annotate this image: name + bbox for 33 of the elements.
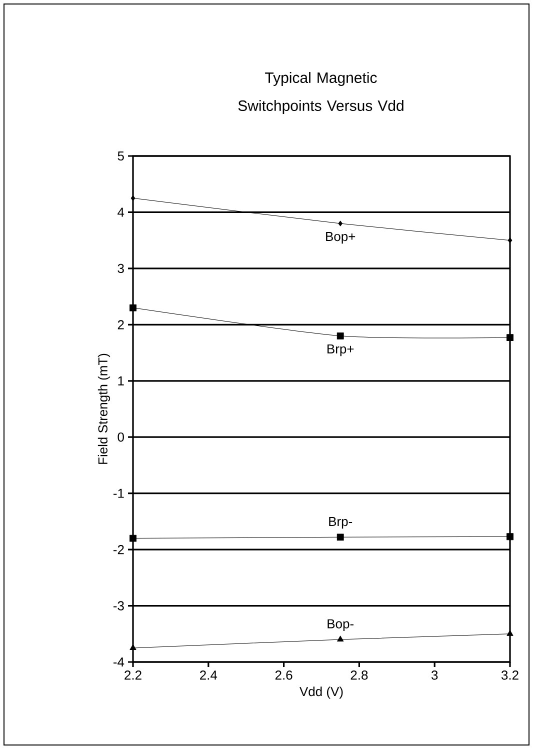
y-tick-label: -3 — [113, 601, 124, 610]
y-tick-label: 4 — [118, 208, 124, 217]
series-label: Bop+ — [326, 232, 356, 244]
point — [506, 630, 514, 636]
series-label: Brp+ — [328, 344, 354, 356]
x-tick-label: 2.8 — [350, 670, 368, 680]
point — [506, 334, 514, 342]
series-label: Brp- — [329, 517, 352, 529]
x-tick-label: 2.2 — [124, 670, 142, 680]
y-tick-label: -4 — [113, 658, 124, 666]
y-tick-label: 0 — [118, 432, 124, 442]
y-tick-label: 3 — [118, 264, 124, 274]
point — [130, 644, 136, 650]
y-tick-label: -2 — [113, 545, 124, 554]
x-tick-label: 3.2 — [501, 670, 518, 680]
x-axis-title: Vdd (V) — [300, 686, 343, 699]
point — [336, 332, 344, 340]
x-tick-label: 2.4 — [200, 670, 218, 680]
x-tick-label: 3 — [431, 670, 438, 680]
point — [130, 534, 136, 542]
y-tick-label: 2 — [118, 320, 124, 330]
chart-title: Typical Magnetic Switchpoints Versus Vdd — [238, 72, 404, 114]
point — [337, 636, 344, 642]
x-tick-label: 2.6 — [275, 670, 292, 680]
point — [506, 533, 514, 540]
y-tick-label: 1 — [118, 376, 124, 386]
series-label: Bop- — [328, 619, 354, 631]
y-tick-label: 5 — [118, 151, 124, 161]
point — [338, 220, 342, 226]
point — [336, 534, 344, 541]
y-axis-title: Field Strength (mT) — [98, 354, 110, 464]
y-tick-label: -1 — [113, 488, 124, 498]
point — [130, 304, 136, 312]
